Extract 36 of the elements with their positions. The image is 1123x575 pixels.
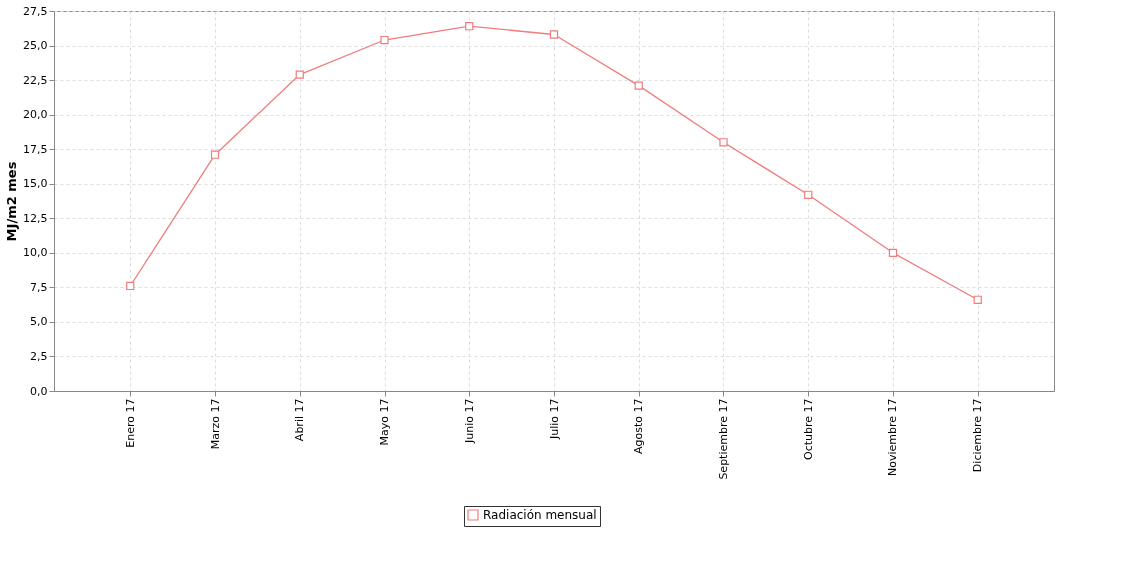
x-tick-label: Julio 17 (547, 398, 561, 441)
y-tick-label: 15,0 (23, 177, 48, 191)
y-tick-label: 2,5 (30, 349, 48, 363)
point (295, 70, 304, 79)
x-tick-label: Noviembre 17 (886, 398, 900, 477)
point (719, 138, 728, 147)
y-tick-label: 12,5 (23, 211, 48, 225)
x-tick-label: Marzo 17 (208, 398, 222, 450)
x-tick-label: Septiembre 17 (716, 398, 730, 480)
y-tick-label: 5,0 (30, 315, 48, 329)
y-tick-label: 10,0 (23, 246, 48, 260)
point (804, 190, 813, 199)
x-tick-label: Octubre 17 (801, 398, 815, 461)
y-tick-label: 17,5 (23, 142, 48, 156)
y-tick-label: 22,5 (23, 73, 48, 87)
point (126, 281, 135, 291)
x-tick-label: Enero 17 (123, 398, 137, 448)
x-tick-label: Abril 17 (293, 398, 307, 442)
y-tick-label: 20,0 (23, 108, 48, 122)
x-tick-label: Agosto 17 (632, 398, 646, 455)
point (210, 150, 220, 159)
y-tick-label: 27,5 (23, 4, 48, 18)
y-tick-label: 0,0 (30, 384, 48, 398)
point (465, 22, 474, 31)
x-tick-label: Junio 17 (462, 398, 476, 444)
x-tick-label: Diciembre 17 (971, 398, 985, 473)
point (549, 30, 559, 39)
y-axis-title: MJ/m2 mes (4, 161, 20, 242)
legend-label: Radiación mensual (483, 508, 597, 522)
point (888, 248, 898, 257)
x-tick-label: Mayo 17 (378, 398, 392, 446)
y-tick-label: 25,0 (23, 39, 48, 53)
point (973, 295, 982, 304)
point (380, 35, 389, 45)
y-tick-label: 7,5 (30, 280, 48, 294)
point (634, 81, 643, 90)
